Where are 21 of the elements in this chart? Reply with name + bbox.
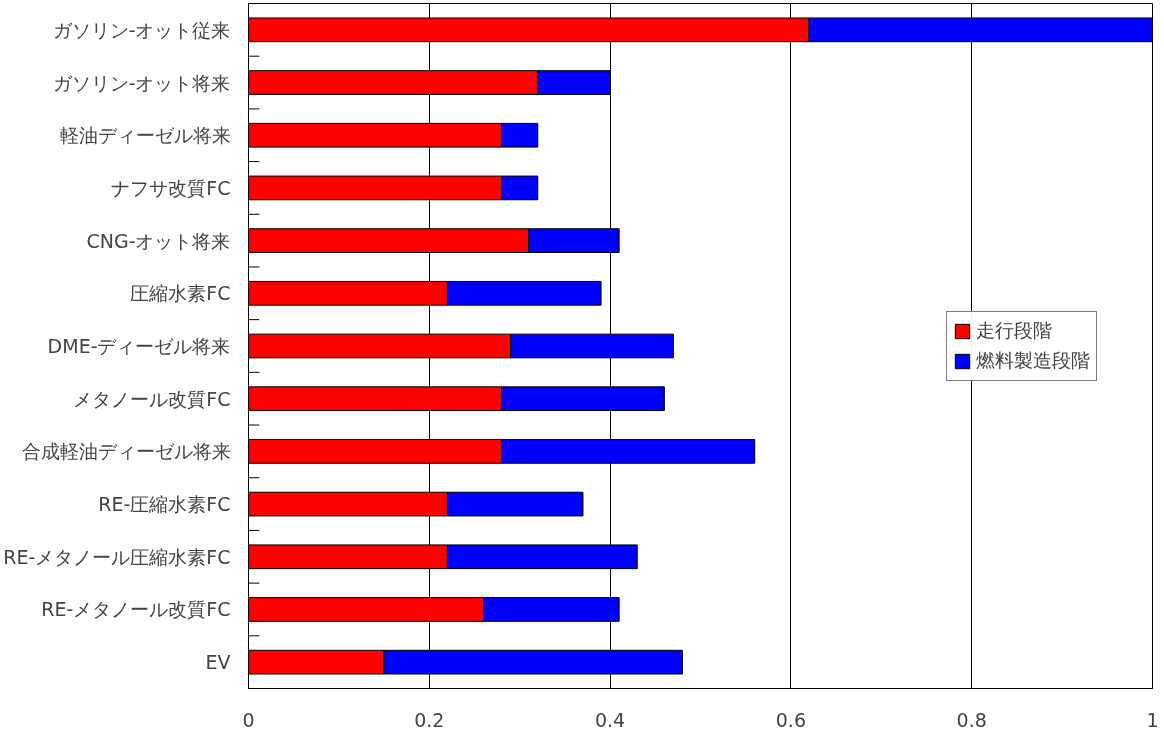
y-tick-label: RE-メタノール圧縮水素FC: [3, 545, 231, 568]
x-tick-label: 0.6: [775, 708, 807, 729]
y-tick-label: DME-ディーゼル将来: [47, 335, 231, 357]
x-tick-label: 0: [242, 708, 255, 729]
y-tick-label: メタノール改質FC: [73, 387, 231, 410]
y-tick-label: ガソリン-オット将来: [52, 71, 231, 94]
y-tick-label: ナフサ改質FC: [111, 176, 231, 199]
y-tick-label: CNG-オット将来: [86, 229, 231, 252]
legend-label: 走行段階: [976, 317, 1052, 343]
legend-label: 燃料製造段階: [976, 347, 1090, 373]
y-tick-label: 圧縮水素FC: [130, 282, 231, 305]
y-tick-label: 合成軽油ディーゼル将来: [21, 440, 231, 463]
x-tick-label: 0.4: [594, 708, 626, 729]
y-tick-label: ガソリン-オット従来: [52, 18, 231, 41]
y-tick-label: EV: [205, 651, 231, 674]
y-tick-label: RE-メタノール改質FC: [41, 598, 231, 621]
x-tick-label: 0.8: [956, 708, 987, 729]
x-tick-label: 0.2: [414, 708, 445, 729]
x-tick-label: 1: [1146, 708, 1159, 729]
y-tick-label: 軽油ディーゼル将来: [59, 124, 231, 147]
y-tick-label: RE-圧縮水素FC: [98, 493, 231, 516]
